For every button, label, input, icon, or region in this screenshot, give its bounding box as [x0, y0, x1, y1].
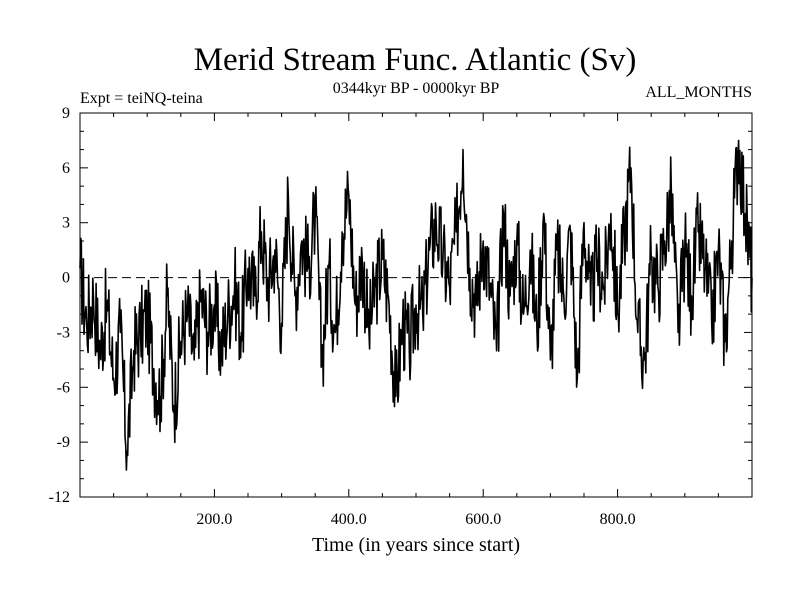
x-tick-label: 800.0: [600, 511, 636, 528]
months-label: ALL_MONTHS: [645, 84, 752, 101]
chart-title: Merid Stream Func. Atlantic (Sv): [194, 42, 637, 78]
x-axis-label: Time (in years since start): [312, 534, 520, 556]
y-tick-label: 6: [62, 160, 70, 177]
y-tick-label: -6: [57, 379, 70, 396]
x-tick-label: 400.0: [331, 511, 367, 528]
series-line: [79, 139, 753, 471]
y-ticks-group: 9 6 3 0 -3 -6 -9 -12: [49, 105, 752, 506]
y-tick-label: -12: [49, 489, 70, 506]
series-group: [79, 139, 753, 471]
experiment-label: Expt = teiNQ-teina: [80, 90, 203, 107]
x-ticks-group: 200.0 400.0 600.0 800.0: [113, 113, 719, 528]
y-tick-label: 3: [62, 215, 70, 232]
y-tick-label: -9: [57, 434, 70, 451]
x-tick-label: 200.0: [196, 511, 232, 528]
y-tick-label: 9: [62, 105, 70, 122]
x-tick-label: 600.0: [465, 511, 501, 528]
y-tick-label: 0: [62, 270, 70, 287]
time-range-label: 0344kyr BP - 0000kyr BP: [333, 80, 500, 97]
y-tick-label: -3: [57, 324, 70, 341]
